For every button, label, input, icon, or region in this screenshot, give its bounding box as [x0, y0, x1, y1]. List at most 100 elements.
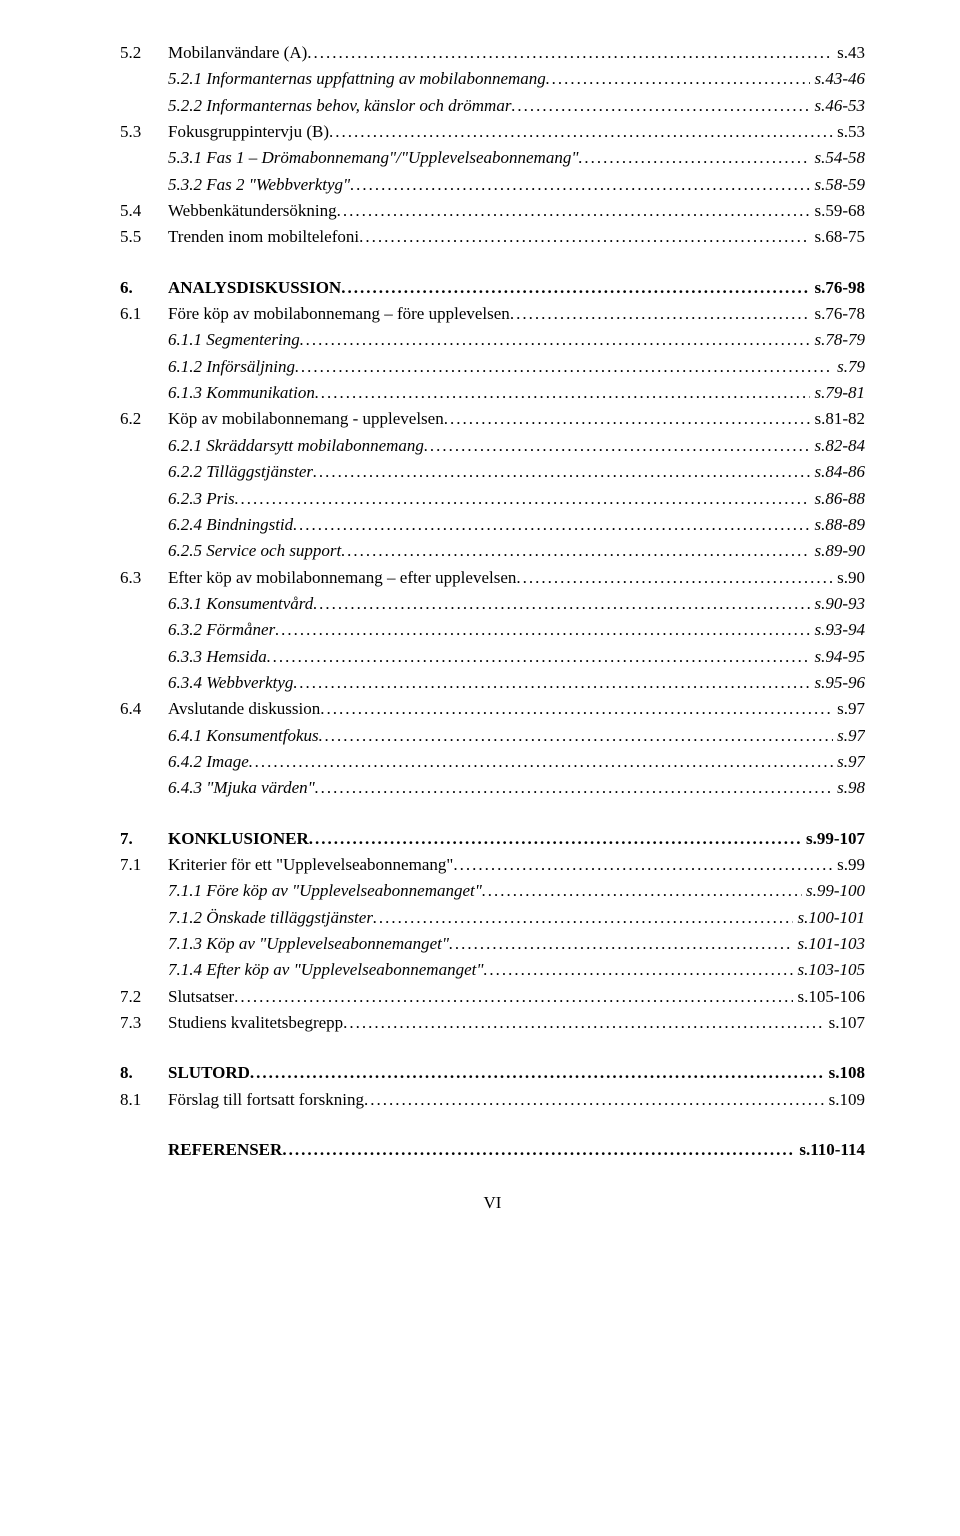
dot-leader [329, 119, 833, 145]
toc-title: Webbenkätundersökning [168, 201, 337, 220]
dot-leader [373, 905, 794, 931]
toc-num: 7.1 [120, 852, 168, 878]
toc-num: 7.2 [120, 984, 168, 1010]
dot-leader [343, 1010, 824, 1036]
toc-page: s.103-105 [793, 957, 865, 983]
toc-entry: 6.3.3 Hemsida s.94-95 [120, 644, 865, 670]
toc-num: 7. [120, 826, 168, 852]
toc-entry: 6.1.3 Kommunikation s.79-81 [120, 380, 865, 406]
toc-entry: 5.3.1 Fas 1 – Drömabonnemang"/"Upplevels… [120, 145, 865, 171]
toc-title: 6.3.4 Webbverktyg [168, 670, 293, 696]
toc-title: 6.4.1 Konsumentfokus [168, 723, 319, 749]
toc-page: s.79-81 [810, 380, 865, 406]
toc-entry: 7.1Kriterier för ett "Upplevelseabonnema… [120, 852, 865, 878]
toc-entry-heading: 7.KONKLUSIONER s.99-107 [120, 826, 865, 852]
toc-entry: 6.2.4 Bindningstid s.88-89 [120, 512, 865, 538]
toc-title: Studiens kvalitetsbegrepp [168, 1013, 343, 1032]
toc-block-5: 5.2Mobilanvändare (A) s.43 5.2.1 Informa… [120, 40, 865, 251]
toc-num: 6.4 [120, 696, 168, 722]
toc-num: 6.2 [120, 406, 168, 432]
toc-entry: 5.2.1 Informanternas uppfattning av mobi… [120, 66, 865, 92]
toc-num: 6.3 [120, 565, 168, 591]
toc-num: 6. [120, 275, 168, 301]
dot-leader [307, 40, 833, 66]
toc-page: s.43-46 [810, 66, 865, 92]
toc-page: s.59-68 [810, 198, 865, 224]
toc-page: s.105-106 [793, 984, 865, 1010]
toc-entry: 6.1Före köp av mobilabonnemang – före up… [120, 301, 865, 327]
toc-page: s.86-88 [810, 486, 865, 512]
toc-num: 8. [120, 1060, 168, 1086]
toc-page: s.90 [833, 565, 865, 591]
toc-title: 6.3.1 Konsumentvård [168, 591, 313, 617]
dot-leader [359, 224, 810, 250]
toc-entry: 7.1.1 Före köp av "Upplevelseabonnemange… [120, 878, 865, 904]
toc-num: 5.2 [120, 40, 168, 66]
dot-leader [319, 723, 833, 749]
toc-title: 6.4.3 "Mjuka värden" [168, 775, 315, 801]
dot-leader [295, 354, 833, 380]
page-footer: VI [120, 1193, 865, 1213]
toc-title: 5.3.1 Fas 1 – Drömabonnemang"/"Upplevels… [168, 145, 578, 171]
toc-num: 8.1 [120, 1087, 168, 1113]
toc-entry: 6.3.2 Förmåner s.93-94 [120, 617, 865, 643]
toc-page: s.81-82 [810, 406, 865, 432]
toc-block-references: REFERENSER s.110-114 [120, 1137, 865, 1163]
dot-leader [235, 486, 811, 512]
toc-title: Avslutande diskussion [168, 699, 320, 718]
toc-title: Köp av mobilabonnemang - upplevelsen [168, 409, 444, 428]
dot-leader [309, 826, 802, 852]
dot-leader [516, 565, 833, 591]
toc-title: 6.4.2 Image [168, 749, 249, 775]
dot-leader [482, 878, 802, 904]
dot-leader [313, 459, 810, 485]
toc-title: Kriterier för ett "Upplevelseabonnemang" [168, 855, 453, 874]
toc-page: s.109 [825, 1087, 865, 1113]
toc-entry: 6.4.1 Konsumentfokus s.97 [120, 723, 865, 749]
toc-num: 5.4 [120, 198, 168, 224]
toc-page: s.53 [833, 119, 865, 145]
toc-entry: 7.1.4 Efter köp av "Upplevelseabonnemang… [120, 957, 865, 983]
dot-leader [449, 931, 793, 957]
toc-entry: 6.4.3 "Mjuka värden" s.98 [120, 775, 865, 801]
toc-title: Trenden inom mobiltelefoni [168, 227, 359, 246]
toc-entry: 5.2.2 Informanternas behov, känslor och … [120, 93, 865, 119]
dot-leader [350, 172, 810, 198]
toc-entry: 6.4.2 Image s.97 [120, 749, 865, 775]
toc-page: s.54-58 [810, 145, 865, 171]
toc-page: s.95-96 [810, 670, 865, 696]
toc-title: 7.1.1 Före köp av "Upplevelseabonnemange… [168, 878, 482, 904]
toc-page: s.79 [833, 354, 865, 380]
dot-leader [275, 617, 810, 643]
toc-title: 7.1.3 Köp av "Upplevelseabonnemanget" [168, 931, 449, 957]
toc-page: s.90-93 [810, 591, 865, 617]
toc-entry: 6.3.1 Konsumentvård s.90-93 [120, 591, 865, 617]
toc-entry: 7.1.2 Önskade tilläggstjänster s.100-101 [120, 905, 865, 931]
toc-entry: 8.1Förslag till fortsatt forskning s.109 [120, 1087, 865, 1113]
toc-num: 5.3 [120, 119, 168, 145]
toc-entry: 6.2.1 Skräddarsytt mobilabonnemang s.82-… [120, 433, 865, 459]
toc-entry-heading: REFERENSER s.110-114 [120, 1137, 865, 1163]
toc-entry: 7.1.3 Köp av "Upplevelseabonnemanget" s.… [120, 931, 865, 957]
toc-title: 6.2.5 Service och support [168, 538, 341, 564]
toc-page: s.99 [833, 852, 865, 878]
toc-entry: 6.3.4 Webbverktyg s.95-96 [120, 670, 865, 696]
toc-entry: 5.2Mobilanvändare (A) s.43 [120, 40, 865, 66]
toc-entry-heading: 8.SLUTORD s.108 [120, 1060, 865, 1086]
dot-leader [483, 957, 793, 983]
toc-page: s.110-114 [795, 1137, 865, 1163]
dot-leader [250, 1060, 825, 1086]
toc-title: REFERENSER [168, 1137, 282, 1163]
toc-page: s.107 [825, 1010, 865, 1036]
toc-entry: 6.2Köp av mobilabonnemang - upplevelsen … [120, 406, 865, 432]
toc-title: KONKLUSIONER [168, 829, 309, 848]
dot-leader [578, 145, 810, 171]
dot-leader [293, 670, 810, 696]
toc-page: s.99-100 [802, 878, 865, 904]
dot-leader [234, 984, 793, 1010]
toc-title: 6.1.1 Segmentering [168, 327, 300, 353]
dot-leader [315, 380, 811, 406]
toc-title: 6.2.3 Pris [168, 486, 235, 512]
toc-page: s.78-79 [810, 327, 865, 353]
dot-leader [249, 749, 833, 775]
